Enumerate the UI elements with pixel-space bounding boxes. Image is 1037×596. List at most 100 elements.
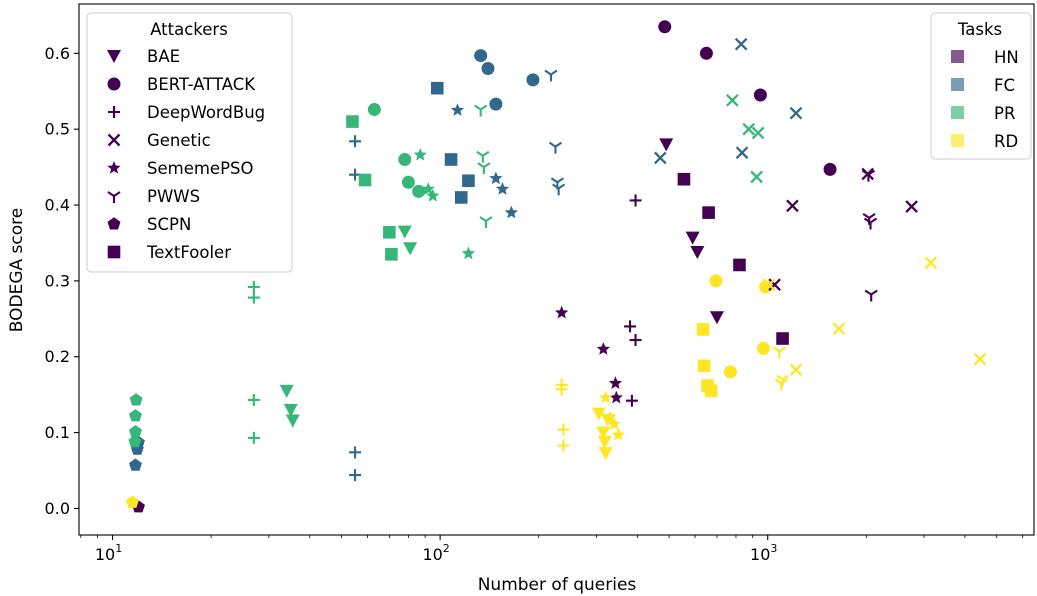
- point-bae-pr: [279, 384, 294, 398]
- point-bert-attack-fc: [481, 61, 495, 75]
- point-pwws-rd: [775, 374, 790, 387]
- point-genetic-hn: [768, 278, 781, 291]
- point-bert-attack-fc: [526, 73, 540, 87]
- legend-attackers: Attackers BAE BERT-ATTACK DeepWordBug Genet…: [86, 12, 293, 273]
- point-sememepso-pr: [413, 147, 427, 161]
- y-tick-label: 0.0: [45, 499, 70, 518]
- legend-label: HN: [994, 48, 1019, 67]
- point-textfooler-hn: [702, 206, 715, 219]
- point-genetic-rd: [832, 322, 846, 335]
- point-genetic-pr: [750, 170, 763, 184]
- point-bert-attack-pr: [412, 184, 426, 198]
- point-bert-attack-hn: [753, 88, 767, 102]
- point-scpn-pr: [129, 409, 142, 422]
- legend-attackers-title: Attackers: [150, 20, 228, 39]
- y-tick-label: 0.1: [45, 423, 70, 442]
- y-tick-label: 0.5: [45, 120, 70, 139]
- point-bert-attack-pr: [401, 175, 415, 189]
- legend-label: RD: [994, 132, 1018, 151]
- point-genetic-hn: [786, 199, 799, 213]
- point-deepwordbug-fc: [349, 446, 362, 459]
- point-sememepso-rd: [607, 417, 621, 430]
- point-sememepso-fc: [495, 182, 510, 195]
- point-bert-attack-pr: [367, 102, 381, 116]
- point-pwws-hn: [864, 289, 878, 302]
- point-pwws-rd: [772, 346, 786, 359]
- point-deepwordbug-hn: [624, 320, 637, 333]
- point-deepwordbug-rd: [555, 383, 568, 396]
- point-deepwordbug-rd: [557, 439, 570, 452]
- point-deepwordbug-hn: [629, 334, 642, 347]
- y-tick-label: 0.2: [45, 347, 70, 366]
- y-tick-label: 0.6: [45, 44, 70, 63]
- point-bae-hn: [685, 231, 700, 245]
- point-textfooler-hn: [733, 258, 746, 272]
- point-sememepso-rd: [598, 390, 613, 404]
- point-textfooler-rd: [696, 323, 710, 336]
- point-deepwordbug-pr: [247, 393, 260, 406]
- legend-marker-scpn: [107, 217, 121, 230]
- y-tick-label: 0.4: [45, 196, 70, 215]
- point-textfooler-fc: [444, 153, 458, 166]
- legend-swatch-rd: [951, 134, 964, 147]
- legend-marker-sememepso: [107, 161, 121, 174]
- point-genetic-fc: [789, 106, 803, 120]
- point-scpn-rd: [125, 495, 139, 508]
- point-textfooler-rd: [697, 359, 711, 373]
- point-textfooler-fc: [430, 81, 444, 95]
- point-genetic-rd: [762, 278, 776, 291]
- legend-attackers-box: [86, 12, 293, 273]
- legend-label: TextFooler: [146, 243, 231, 262]
- point-genetic-hn: [905, 200, 918, 213]
- point-bae-hn: [709, 311, 724, 325]
- legend-marker-textfooler: [107, 245, 121, 259]
- point-textfooler-pr: [358, 173, 372, 187]
- point-deepwordbug-fc: [349, 135, 362, 148]
- legend-label: PWWS: [147, 187, 200, 206]
- point-genetic-rd: [924, 256, 938, 269]
- point-scpn-pr: [128, 434, 142, 448]
- legend-tasks-title: Tasks: [957, 20, 1002, 39]
- point-sememepso-pr: [421, 182, 435, 195]
- point-sememepso-pr: [426, 188, 440, 202]
- point-sememepso-hn: [555, 305, 569, 319]
- point-pwws-fc: [548, 141, 563, 154]
- legend-label: BAE: [147, 47, 180, 66]
- point-pwws-fc: [544, 69, 558, 82]
- point-deepwordbug-hn: [629, 194, 642, 207]
- point-textfooler-pr: [385, 248, 398, 261]
- legend-tasks: Tasks HN FC PR RD: [930, 12, 1032, 160]
- legend-label: SememePSO: [147, 159, 254, 178]
- point-bert-attack-rd: [709, 274, 723, 288]
- point-textfooler-hn: [677, 172, 691, 186]
- legend-tasks-box: [930, 12, 1032, 160]
- legend-marker-deepwordbug: [108, 106, 120, 118]
- point-bae-rd: [597, 435, 612, 449]
- point-bae-rd: [598, 447, 613, 461]
- point-textfooler-fc: [454, 191, 468, 204]
- legend-label: DeepWordBug: [147, 103, 265, 122]
- point-bert-attack-hn: [658, 20, 672, 34]
- y-tick-label: 0.3: [45, 271, 70, 290]
- legend-label: BERT-ATTACK: [147, 75, 256, 94]
- legend-marker-bert-attack: [107, 77, 121, 91]
- point-bert-attack-rd: [724, 365, 738, 379]
- point-sememepso-fc: [450, 103, 465, 116]
- point-bae-rd: [596, 426, 611, 440]
- legend-label: SCPN: [147, 215, 191, 234]
- point-bert-attack-hn: [823, 162, 837, 176]
- legend-marker-bae: [107, 50, 121, 63]
- point-sememepso-fc: [504, 205, 519, 219]
- point-pwws-hn: [863, 217, 878, 230]
- point-pwws-pr: [476, 150, 490, 163]
- point-sememepso-hn: [609, 390, 623, 404]
- point-deepwordbug-rd: [557, 423, 570, 436]
- y-axis-ticks: 0.0 0.1 0.2 0.3 0.4 0.5 0.6: [45, 44, 79, 518]
- data-points: [125, 20, 987, 513]
- point-bae-pr: [403, 242, 418, 256]
- x-axis-ticks: 101 102 103: [80, 535, 1024, 564]
- legend-label: FC: [994, 76, 1015, 95]
- point-pwws-hn: [861, 169, 876, 182]
- point-pwws-fc: [552, 183, 566, 196]
